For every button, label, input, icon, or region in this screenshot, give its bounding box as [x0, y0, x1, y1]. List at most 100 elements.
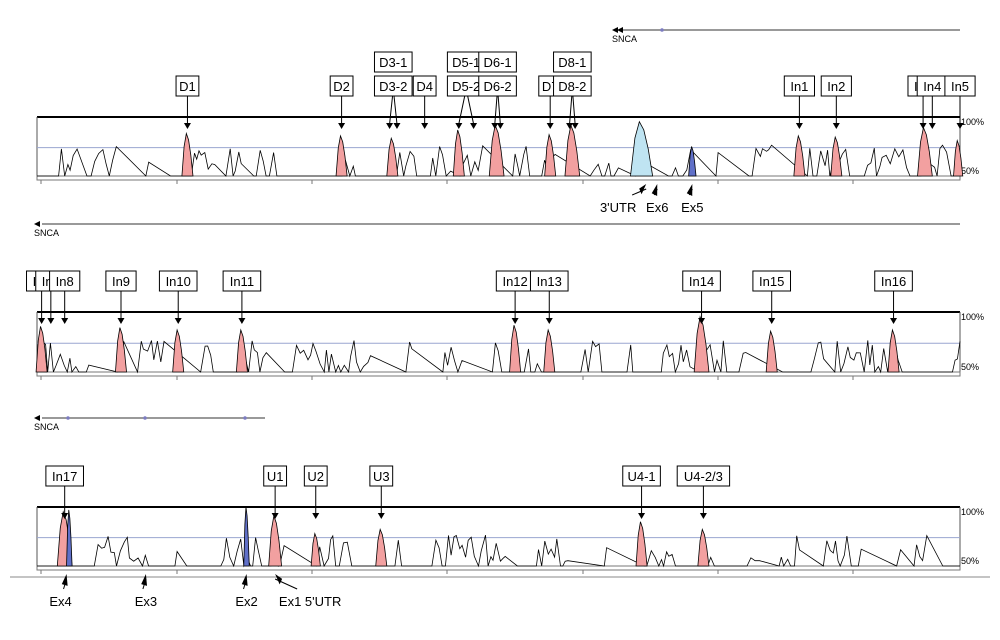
- pointer-arrow-icon: [546, 123, 554, 129]
- conservation-trace: [36, 340, 961, 374]
- scale-label-high: 100%: [961, 507, 984, 517]
- pointer-arrow-icon: [768, 318, 776, 324]
- pointer-line: [389, 95, 394, 125]
- region-label: In9: [112, 274, 130, 289]
- region-label: In12: [502, 274, 527, 289]
- exon-region-peak: [243, 506, 250, 567]
- conserved-region-peak: [375, 528, 388, 567]
- pointer-arrow-icon: [491, 123, 499, 129]
- feature-arrow-icon: [686, 184, 693, 196]
- region-label-box: [478, 51, 517, 73]
- region-label: In1: [790, 79, 808, 94]
- conserved-region-peak: [35, 326, 48, 373]
- region-label: U4-2/3: [684, 469, 723, 484]
- conserved-region-peak: [543, 328, 556, 373]
- feature-label: Ex4: [49, 594, 71, 609]
- position-ruler: [36, 175, 961, 181]
- strand-arrow-icon: [612, 27, 618, 33]
- region-label: In5: [951, 79, 969, 94]
- pointer-arrow-icon: [338, 123, 346, 129]
- region-label: U1: [267, 469, 284, 484]
- feature-arrow-icon: [61, 574, 68, 586]
- region-label: In15: [759, 274, 784, 289]
- pointer-line: [572, 95, 576, 125]
- pointer-arrow-icon: [566, 123, 574, 129]
- pointer-arrow-icon: [919, 123, 927, 129]
- pointer-arrow-icon: [117, 318, 125, 324]
- pointer-arrow-icon: [890, 318, 898, 324]
- scale-label-low: 50%: [961, 556, 979, 566]
- gene-label: SNCA: [612, 34, 637, 44]
- pointer-arrow-icon: [61, 513, 69, 519]
- region-label-box: [553, 51, 592, 73]
- region-label-box: [553, 75, 592, 97]
- position-ruler: [36, 565, 961, 571]
- region-label: In16: [881, 274, 906, 289]
- pointer-arrow-icon: [47, 318, 55, 324]
- strand-arrow-icon: [34, 221, 40, 227]
- feature-arrow-icon: [275, 574, 283, 585]
- pointer-line: [569, 95, 573, 125]
- conservation-panel-2: SNCA100%50%In6In7In8In9In10In11In12In13I…: [26, 221, 984, 380]
- region-label: D8-2: [558, 79, 586, 94]
- pointer-line: [497, 95, 501, 125]
- exon-mark: [660, 28, 664, 32]
- conserved-region-peak: [452, 129, 465, 177]
- pointer-arrow-icon: [386, 123, 394, 129]
- pointer-arrow-icon: [174, 318, 182, 324]
- region-label: D1: [179, 79, 196, 94]
- region-label: In8: [56, 274, 74, 289]
- pointer-line: [494, 95, 498, 125]
- region-label: D3-2: [379, 79, 407, 94]
- exon-region-peak: [66, 509, 73, 567]
- feature-arrow-icon: [141, 574, 148, 586]
- feature-label: Ex2: [235, 594, 257, 609]
- region-label: In10: [166, 274, 191, 289]
- pointer-arrow-icon: [698, 318, 706, 324]
- conserved-region-peak: [310, 532, 321, 567]
- pointer-arrow-icon: [421, 123, 429, 129]
- region-label: In13: [537, 274, 562, 289]
- pointer-arrow-icon: [638, 513, 646, 519]
- gene-label: SNCA: [34, 228, 59, 238]
- feature-label: Ex5: [681, 200, 703, 215]
- pointer-line: [393, 95, 398, 125]
- conserved-region-peak: [917, 126, 933, 177]
- conservation-trace: [37, 534, 960, 568]
- scale-label-high: 100%: [961, 117, 984, 127]
- pointer-arrow-icon: [238, 318, 246, 324]
- pointer-line: [467, 95, 475, 125]
- pointer-arrow-icon: [496, 123, 504, 129]
- conservation-panel-3: SNCA 100% 50% In17 U1 U2 U3 U4-1 U4-2/3 Ex4 Ex3 Ex2…: [10, 415, 990, 609]
- pointer-arrow-icon: [795, 123, 803, 129]
- conserved-region-peak: [564, 123, 581, 177]
- conserved-region-peak: [509, 325, 522, 373]
- utr-region-peak: [630, 120, 654, 177]
- region-label: U4-1: [627, 469, 655, 484]
- region-label: D5-2: [452, 79, 480, 94]
- conserved-region-peak: [386, 136, 399, 177]
- conserved-region-peak: [181, 131, 194, 177]
- region-label: D6-2: [483, 79, 511, 94]
- conserved-region-peak: [172, 328, 185, 373]
- region-label: In17: [52, 469, 77, 484]
- pointer-arrow-icon: [455, 123, 463, 129]
- exon-mark: [143, 416, 147, 420]
- conserved-region-peak: [793, 134, 806, 177]
- scale-label-high: 100%: [961, 312, 984, 322]
- pointer-arrow-icon: [38, 318, 46, 324]
- region-label: D2: [333, 79, 350, 94]
- feature-label: 3'UTR: [600, 200, 636, 215]
- pointer-arrow-icon: [928, 123, 936, 129]
- feature-arrow-icon: [639, 184, 647, 195]
- conserved-region-peak: [268, 515, 283, 567]
- region-label: D3-1: [379, 55, 407, 70]
- conserved-region-peak: [887, 328, 900, 373]
- conserved-region-peak: [830, 135, 843, 177]
- region-label: In14: [689, 274, 714, 289]
- pointer-arrow-icon: [393, 123, 401, 129]
- pointer-arrow-icon: [956, 123, 964, 129]
- pointer-arrow-icon: [183, 123, 191, 129]
- exon-mark: [66, 416, 70, 420]
